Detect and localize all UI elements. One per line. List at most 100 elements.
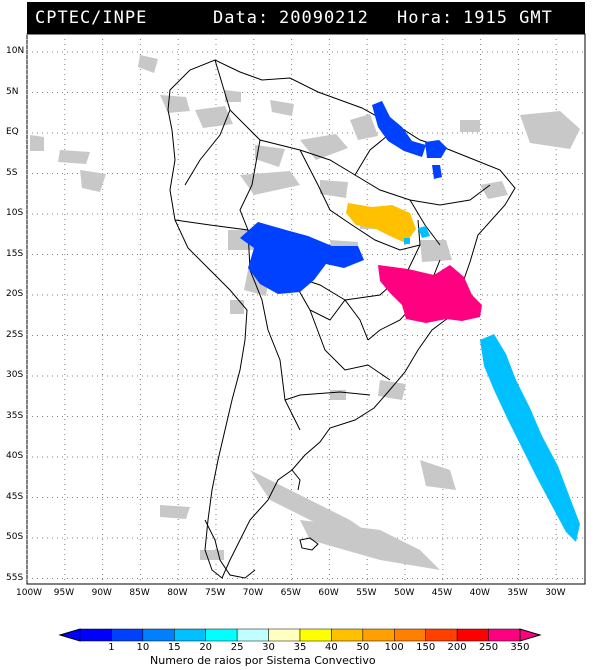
map-header: CPTEC/INPE Data: 20090212 Hora: 1915 GMT bbox=[27, 2, 585, 34]
lightning-cluster-magenta bbox=[378, 265, 482, 323]
lightning-cluster-blue-north-2 bbox=[425, 140, 447, 158]
cloud-patch bbox=[255, 145, 285, 167]
colorbar-title: Numero de raios por Sistema Convectivo bbox=[150, 654, 376, 667]
lon-label: 50W bbox=[394, 588, 415, 598]
border bbox=[247, 229, 269, 331]
colorbar-swatch bbox=[205, 628, 238, 642]
lon-label: 45W bbox=[431, 588, 453, 598]
colorbar-swatch bbox=[394, 628, 426, 642]
lat-label: 40S bbox=[6, 451, 24, 461]
lon-label: 65W bbox=[280, 588, 301, 598]
cloud-patch bbox=[480, 181, 508, 199]
cloud-patch bbox=[230, 300, 244, 314]
colorbar-swatch bbox=[236, 628, 269, 642]
colorbar-left-arrow bbox=[58, 628, 81, 642]
cloud-patch bbox=[225, 90, 241, 102]
lightning-cluster-cyan-south bbox=[480, 334, 580, 542]
cloud-patch bbox=[378, 380, 406, 400]
convective-systems bbox=[240, 101, 580, 542]
lightning-cluster-cyan-small bbox=[418, 226, 430, 238]
cloud-patch bbox=[30, 135, 44, 151]
lat-label: 5N bbox=[6, 86, 19, 97]
colorbar-swatch bbox=[142, 628, 175, 642]
lon-label: 90W bbox=[91, 588, 112, 598]
lon-label: 35W bbox=[507, 588, 528, 598]
border bbox=[409, 199, 441, 246]
lon-label: 85W bbox=[129, 588, 150, 598]
cloud-patch bbox=[58, 150, 90, 164]
lon-label: 55W bbox=[356, 588, 377, 598]
colorbar-tick-label: 100 bbox=[384, 642, 404, 653]
colorbar-swatch bbox=[456, 628, 489, 642]
cloud-patch bbox=[200, 550, 224, 560]
lat-label: 45S bbox=[6, 491, 24, 502]
border bbox=[289, 274, 369, 341]
border bbox=[284, 391, 371, 401]
border bbox=[267, 329, 301, 431]
cloud-cover bbox=[30, 55, 580, 570]
colorbar-tick-label: 15 bbox=[167, 642, 181, 653]
border bbox=[309, 309, 391, 381]
cloud-patch bbox=[420, 240, 452, 262]
colorbar-tick-label: 35 bbox=[293, 642, 307, 653]
lat-label: 25S bbox=[6, 329, 24, 340]
colorbar-swatch bbox=[268, 628, 301, 642]
lon-label: 60W bbox=[318, 588, 339, 598]
colorbar-tick-label: 1 bbox=[108, 642, 115, 653]
lat-label: 35S bbox=[6, 410, 24, 421]
border bbox=[299, 149, 421, 251]
cloud-patch bbox=[520, 111, 580, 149]
lightning-cluster-blue-central bbox=[240, 222, 364, 294]
cloud-patch bbox=[138, 55, 158, 73]
colorbar-swatch bbox=[488, 628, 521, 642]
colorbar-swatch bbox=[299, 628, 332, 642]
lightning-cluster-cyan-small-2 bbox=[404, 238, 410, 244]
date-label: Data: bbox=[213, 8, 270, 28]
lightning-cluster-blue-north bbox=[372, 101, 426, 157]
colorbar-tick-label: 40 bbox=[325, 642, 338, 653]
date-value: 20090212 bbox=[279, 8, 369, 28]
lon-label: 80W bbox=[167, 588, 188, 598]
lat-label: 30S bbox=[6, 370, 24, 380]
cloud-patch bbox=[350, 114, 378, 140]
cloud-patch bbox=[320, 180, 348, 198]
colorbar-swatch bbox=[425, 628, 458, 642]
colorbar-tick-label: 50 bbox=[356, 642, 370, 653]
hour-value: 1915 GMT bbox=[463, 8, 553, 28]
hour-label: Hora: bbox=[397, 8, 454, 28]
cloud-patch bbox=[195, 106, 233, 128]
cloud-patch bbox=[250, 470, 370, 534]
lon-label: 40W bbox=[469, 588, 490, 598]
lon-label: 95W bbox=[53, 588, 75, 598]
colorbar-swatch bbox=[331, 628, 364, 642]
border bbox=[354, 174, 491, 206]
border bbox=[239, 139, 261, 231]
lightning-cluster-yellow bbox=[346, 203, 416, 243]
cloud-patch bbox=[240, 171, 300, 195]
colorbar-tick-label: 25 bbox=[230, 642, 244, 653]
cloud-patch bbox=[160, 95, 190, 113]
lat-label: 10N bbox=[6, 46, 25, 56]
lightning-cluster-blue-north-3 bbox=[432, 165, 442, 179]
source-label: CPTEC/INPE bbox=[35, 8, 148, 28]
cloud-patch bbox=[420, 460, 456, 490]
colorbar bbox=[58, 628, 542, 642]
colorbar-tick-label: 30 bbox=[262, 642, 275, 653]
border bbox=[291, 469, 301, 491]
islands bbox=[204, 519, 256, 579]
lon-label: 75W bbox=[205, 588, 226, 598]
colorbar-tick-label: 250 bbox=[478, 642, 499, 653]
falklands bbox=[299, 537, 319, 551]
lon-label: 70W bbox=[242, 588, 264, 598]
cloud-patch bbox=[80, 170, 106, 192]
colorbar-right-arrow bbox=[519, 628, 542, 642]
lat-label: 15S bbox=[6, 248, 24, 259]
cloud-patch bbox=[330, 390, 346, 400]
lat-label: 50S bbox=[6, 532, 24, 542]
cloud-patch bbox=[460, 120, 480, 132]
border bbox=[214, 59, 393, 176]
colorbar-swatch bbox=[111, 628, 144, 642]
colorbar-tick-label: 150 bbox=[416, 642, 436, 653]
lon-label: 100W bbox=[16, 588, 43, 598]
